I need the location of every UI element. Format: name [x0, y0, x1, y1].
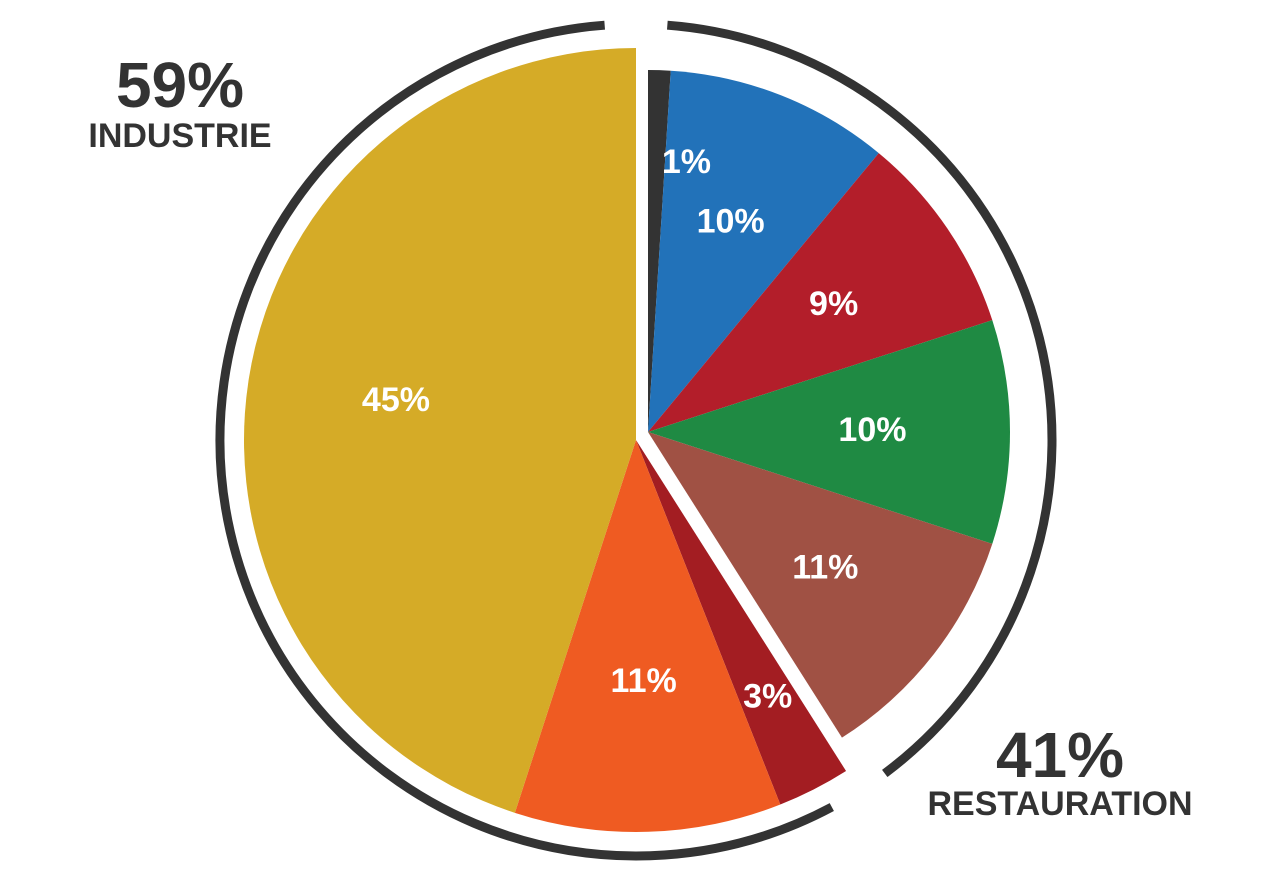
- pie: 1% 10% 9% 10% 11% 3% 11% 45%: [215, 20, 1057, 861]
- pie-slice: [648, 70, 671, 432]
- slice-label: 10%: [838, 411, 906, 449]
- pie-slice: [648, 70, 879, 432]
- pie-slice: [648, 432, 993, 738]
- slice-label: 11%: [792, 549, 858, 587]
- pie-slice: [648, 320, 1011, 544]
- slice-label: 3%: [743, 677, 792, 715]
- group-ring: [215, 20, 834, 861]
- group-name: RESTAURATION: [927, 785, 1192, 823]
- slice-label: 10%: [697, 202, 765, 240]
- pie-slice: [244, 48, 636, 813]
- group-value: 41%: [996, 719, 1124, 791]
- pie-slice: [636, 440, 847, 805]
- slice-label: 9%: [809, 285, 858, 323]
- group-value: 59%: [116, 49, 244, 121]
- slice-label: 11%: [611, 662, 677, 700]
- slice-label: 1%: [662, 143, 711, 181]
- pie-slice: [648, 153, 993, 432]
- group-name: INDUSTRIE: [88, 117, 271, 155]
- group-ring: [666, 20, 1057, 778]
- pie-slice: [514, 440, 781, 832]
- slice-label: 45%: [362, 381, 430, 419]
